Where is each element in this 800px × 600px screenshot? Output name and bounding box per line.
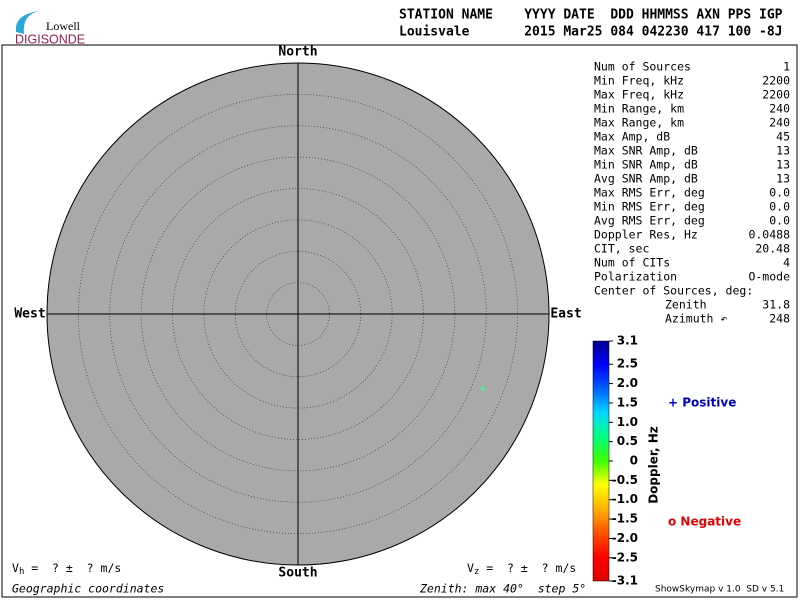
colorbar-label: 1.0 bbox=[617, 415, 638, 429]
stat-value: 13 bbox=[776, 172, 790, 186]
stats-panel: Num of Sources 1 Min Freq, kHz 2200 Max Freq… bbox=[594, 60, 790, 326]
colorbar-label: -1.0 bbox=[612, 492, 638, 506]
stat-label: Avg SNR Amp, dB bbox=[594, 172, 698, 186]
stat-value: 240 bbox=[769, 102, 790, 116]
stat-value: 1 bbox=[783, 60, 790, 74]
colorbar-label: -1.5 bbox=[612, 512, 638, 526]
stat-value: 13 bbox=[776, 144, 790, 158]
stat-label: Max RMS Err, deg bbox=[594, 186, 705, 200]
version: ShowSkymap v 1.0 SD v 5.1 bbox=[655, 585, 784, 595]
legend-positive: + Positive bbox=[668, 396, 736, 410]
stat-value: 20.48 bbox=[755, 242, 790, 256]
stat-label: Num of CITs bbox=[594, 256, 670, 270]
colorbar-label: -2.0 bbox=[612, 531, 638, 545]
colorbar-label: 0.5 bbox=[617, 434, 638, 448]
stat-label: Min RMS Err, deg bbox=[594, 200, 705, 214]
stat-value: 0.0 bbox=[769, 214, 790, 228]
frame bbox=[1, 44, 798, 598]
stat-label: Zenith bbox=[665, 298, 707, 312]
legend-negative: o Negative bbox=[668, 515, 741, 529]
stat-value: 240 bbox=[769, 116, 790, 130]
colorbar-label: -0.5 bbox=[612, 473, 638, 487]
stat-label: Doppler Res, Hz bbox=[594, 228, 698, 242]
colorbar-label: 0 bbox=[630, 454, 638, 468]
stat-value: 248 bbox=[769, 312, 790, 326]
stat-value: 31.8 bbox=[762, 298, 790, 312]
colorbar-label: 2.0 bbox=[617, 376, 638, 390]
stat-label: Max Freq, kHz bbox=[594, 88, 684, 102]
stat-value: 0.0 bbox=[769, 186, 790, 200]
logo-bottom: DIGISONDE bbox=[15, 32, 85, 46]
vh-rest: = ? ± ? m/s bbox=[24, 561, 121, 575]
header-values: Louisvale 2015 Mar25 084 042230 417 100 … bbox=[399, 25, 783, 40]
colorbar-fill bbox=[592, 340, 610, 582]
header-labels: STATION NAME YYYY DATE DDD HHMMSS AXN PP… bbox=[399, 8, 783, 23]
vh: Vh = ? ± ? m/s bbox=[12, 561, 121, 577]
logo-swoosh bbox=[15, 11, 40, 34]
vz: Vz = ? ± ? m/s bbox=[467, 561, 576, 577]
stat-label: Polarization bbox=[594, 270, 677, 284]
stat-label: Min Range, km bbox=[594, 102, 684, 116]
vh-sub: h bbox=[19, 567, 24, 577]
north-label: North bbox=[278, 45, 317, 60]
colorbar-label: -2.5 bbox=[612, 550, 638, 564]
stat-value: 45 bbox=[776, 130, 790, 144]
stat-label: Max Amp, dB bbox=[594, 130, 670, 144]
east-label: East bbox=[550, 307, 581, 322]
stat-value: 2200 bbox=[762, 74, 790, 88]
colorbar: 3.1 2.5 2.0 1.5 1.0 0.5 0 -0.5 -1.0 -1.5 -2.0 -2.5 -… bbox=[592, 334, 741, 588]
logo-top: Lowell bbox=[46, 19, 81, 33]
stat-value: 2200 bbox=[762, 88, 790, 102]
stat-value: 0.0 bbox=[769, 200, 790, 214]
stat-value: 4 bbox=[783, 256, 790, 270]
stat-label: Min Freq, kHz bbox=[594, 74, 684, 88]
vz-sub: z bbox=[474, 567, 479, 577]
colorbar-label: 1.5 bbox=[617, 395, 638, 409]
coords-note: Geographic coordinates bbox=[12, 582, 164, 596]
stat-label: Azimuth ↶ bbox=[665, 312, 727, 326]
stat-value: 0.0488 bbox=[748, 228, 790, 242]
vz-v: V bbox=[467, 561, 474, 575]
stat-label: Max SNR Amp, dB bbox=[594, 144, 698, 158]
stat-label: Max Range, km bbox=[594, 116, 684, 130]
colorbar-label: 3.1 bbox=[617, 334, 638, 348]
west-label: West bbox=[14, 307, 45, 322]
zenith-note: Zenith: max 40° step 5° bbox=[419, 582, 586, 596]
stat-label: Avg RMS Err, deg bbox=[594, 214, 705, 228]
colorbar-title: Doppler, Hz bbox=[647, 426, 661, 504]
colorbar-label: -3.1 bbox=[612, 574, 638, 588]
colorbar-label: 2.5 bbox=[617, 357, 638, 371]
plot: North South West East bbox=[14, 45, 581, 581]
stat-label: Center of Sources, deg: bbox=[594, 284, 753, 298]
vz-rest: = ? ± ? m/s bbox=[479, 561, 576, 575]
stat-value: O-mode bbox=[748, 270, 790, 284]
stat-value: 13 bbox=[776, 158, 790, 172]
stat-label: Min SNR Amp, dB bbox=[594, 158, 698, 172]
stat-label: CIT, sec bbox=[594, 242, 649, 256]
stat-label: Num of Sources bbox=[594, 60, 691, 74]
source-point bbox=[480, 385, 487, 392]
vh-v: V bbox=[12, 561, 19, 575]
south-label: South bbox=[278, 566, 317, 581]
